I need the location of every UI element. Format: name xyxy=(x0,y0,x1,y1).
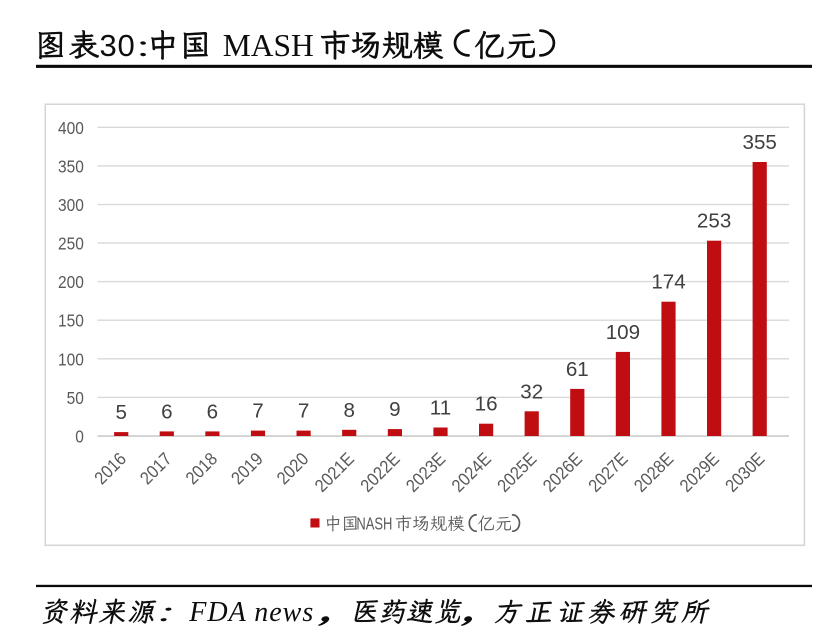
svg-text:200: 200 xyxy=(58,272,84,292)
svg-text:100: 100 xyxy=(58,349,84,369)
svg-text:MASH: MASH xyxy=(223,28,314,63)
svg-text:FDA news: FDA news xyxy=(188,597,314,628)
svg-text:7: 7 xyxy=(252,400,263,423)
svg-text:2024E: 2024E xyxy=(448,449,495,496)
svg-text:250: 250 xyxy=(58,233,84,253)
svg-text:32: 32 xyxy=(520,380,543,403)
svg-text:2016: 2016 xyxy=(91,449,131,489)
svg-text:2022E: 2022E xyxy=(357,449,404,496)
svg-text:2028E: 2028E xyxy=(630,449,677,496)
svg-text:30: 30 xyxy=(100,28,136,63)
svg-text:355: 355 xyxy=(743,131,777,154)
svg-text:350: 350 xyxy=(58,156,84,176)
svg-text:2030E: 2030E xyxy=(721,449,768,496)
svg-text:11: 11 xyxy=(430,397,451,420)
svg-text:6: 6 xyxy=(207,400,218,423)
svg-text:5: 5 xyxy=(115,401,126,424)
svg-text:0: 0 xyxy=(75,426,84,446)
svg-text:400: 400 xyxy=(58,118,84,138)
svg-text:2026E: 2026E xyxy=(539,449,586,496)
svg-text:150: 150 xyxy=(58,311,84,331)
svg-text:9: 9 xyxy=(389,398,400,421)
svg-text:50: 50 xyxy=(67,388,84,408)
svg-text:300: 300 xyxy=(58,195,84,215)
svg-text:2023E: 2023E xyxy=(402,449,449,496)
svg-text:2029E: 2029E xyxy=(676,449,723,496)
svg-text:6: 6 xyxy=(161,400,172,423)
svg-text:253: 253 xyxy=(697,210,731,233)
svg-text:2019: 2019 xyxy=(227,449,267,489)
svg-text:2021E: 2021E xyxy=(311,449,358,496)
svg-text:2020: 2020 xyxy=(273,449,313,489)
svg-text:2027E: 2027E xyxy=(585,449,632,496)
svg-text:174: 174 xyxy=(651,271,685,294)
svg-text:7: 7 xyxy=(298,400,309,423)
svg-text:2025E: 2025E xyxy=(493,449,540,496)
svg-text:NASH: NASH xyxy=(356,515,392,534)
svg-text:2017: 2017 xyxy=(136,449,176,489)
svg-text:16: 16 xyxy=(475,393,498,416)
svg-text:61: 61 xyxy=(566,358,589,381)
svg-text:8: 8 xyxy=(343,399,354,422)
svg-text:2018: 2018 xyxy=(182,449,222,489)
svg-text:109: 109 xyxy=(606,321,640,344)
